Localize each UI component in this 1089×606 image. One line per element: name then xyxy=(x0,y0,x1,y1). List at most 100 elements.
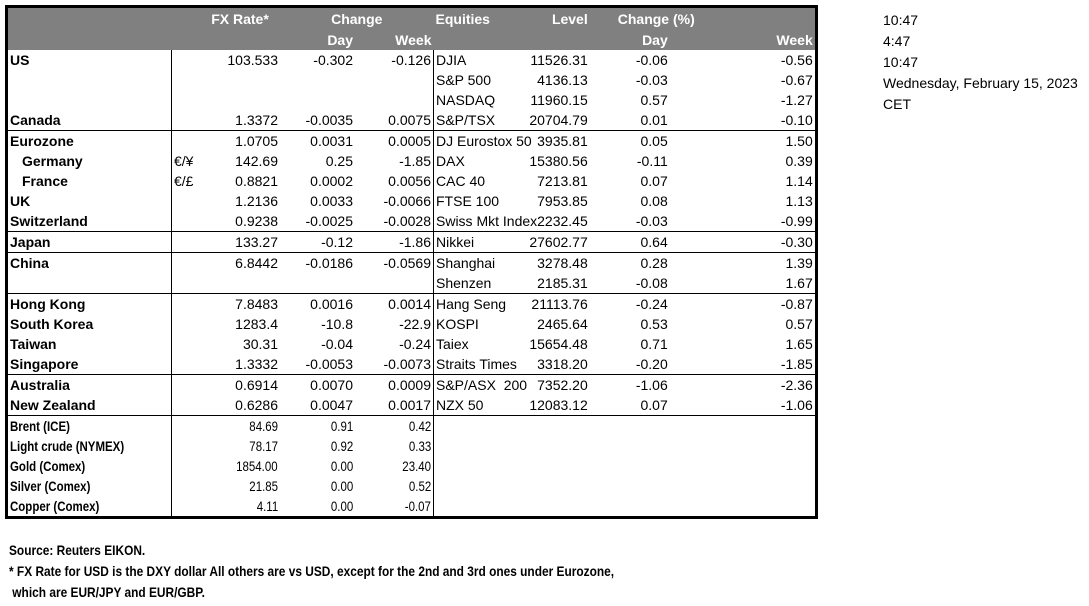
commodity-label: Brent (ICE) xyxy=(6,415,172,436)
table-row: Canada 1.3372 -0.0035 0.0075 S&P/TSX 20704.79… xyxy=(6,110,817,131)
equity-name: Swiss Mkt Index xyxy=(436,213,538,229)
equity-change-day: 0.07 xyxy=(589,395,670,416)
equity-cell: S&P/TSX 20704.79 xyxy=(433,110,590,131)
commodity-price: 84.69 xyxy=(200,416,280,437)
equity-cell: Taiex 15654.48 xyxy=(434,334,590,354)
equity-change-day: 0.08 xyxy=(640,193,668,209)
commodity-label-text: Brent (ICE) xyxy=(10,418,70,434)
commodity-row: Gold (Comex) 1854.00 0.00 23.40 xyxy=(6,456,817,476)
cross-symbol xyxy=(172,70,201,90)
fx-change-day: -0.12 xyxy=(280,231,355,253)
timestamp-panel: 10:47 4:47 10:47 Wednesday, February 15,… xyxy=(883,10,1078,115)
fx-rate: 0.6286 xyxy=(200,395,280,416)
fx-change-day: 0.0031 xyxy=(310,133,353,149)
header-row-1: FX Rate* Change Equities Level Change (%) xyxy=(6,6,817,29)
table-row: France €/£ 0.8821 0.0002 0.0056 CAC 40 7213.81… xyxy=(6,171,817,191)
empty-cell xyxy=(172,436,201,456)
time-3: 10:47 xyxy=(883,54,919,70)
cross-symbol xyxy=(172,90,201,110)
country-label: South Korea xyxy=(6,314,172,334)
table-row: Australia 0.6914 0.0070 0.0009 S&P/ASX 200 73… xyxy=(6,374,817,395)
equity-name: Shenzen xyxy=(436,275,492,291)
fx-rate: 1.3332 xyxy=(200,354,280,375)
equity-name: S&P 500 xyxy=(436,72,492,88)
fx-rate: 1.0705 xyxy=(235,133,278,149)
equity-change-week: -2.36 xyxy=(780,377,813,393)
equity-change-week: -0.67 xyxy=(780,72,813,88)
fx-rate: 1283.4 xyxy=(235,316,278,332)
source-note: Source: Reuters EIKON. xyxy=(9,542,146,558)
header-row-2: Day Week Day Week xyxy=(6,29,817,50)
equity-cell: NASDAQ 11960.15 xyxy=(434,90,590,110)
equity-change-day: 0.07 xyxy=(640,173,668,189)
equity-cell: Straits Times 3318.20 xyxy=(433,354,590,375)
equity-level: 2465.64 xyxy=(537,316,588,332)
fx-rate: 133.27 xyxy=(200,231,280,253)
commodity-change-day-text: 0.92 xyxy=(330,438,353,454)
country-label: Hong Kong xyxy=(6,293,172,314)
commodity-row: Brent (ICE) 84.69 0.91 0.42 xyxy=(6,415,817,437)
fx-change-day: 0.0033 xyxy=(310,193,353,209)
commodity-row: Light crude (NYMEX) 78.17 0.92 0.33 xyxy=(6,436,817,456)
equity-cell: DJ Eurostox 50 3935.81 xyxy=(434,131,590,152)
equity-name: Nikkei xyxy=(436,234,475,250)
empty-cell xyxy=(172,496,201,518)
cross-symbol xyxy=(172,253,201,274)
commodity-label: Light crude (NYMEX) xyxy=(6,436,172,456)
fx-change-day: -10.8 xyxy=(321,316,353,332)
equity-change-week: -0.87 xyxy=(780,296,813,312)
commodity-change-week: -0.07 xyxy=(355,496,434,518)
commodity-change-week: 0.42 xyxy=(355,415,434,436)
equity-cell: Swiss Mkt Index 2232.45 xyxy=(433,211,590,232)
cross-symbol xyxy=(172,314,201,334)
fx-change-day: -0.0053 xyxy=(280,354,355,375)
equity-change-week: -1.85 xyxy=(669,354,817,375)
equity-change-day: 0.57 xyxy=(640,92,668,108)
commodity-change-week-text: 0.52 xyxy=(408,478,431,494)
equity-change-day: -0.11 xyxy=(636,153,668,169)
commodity-price: 1854.00 xyxy=(200,456,280,476)
empty-cell xyxy=(434,436,817,456)
equity-name: Straits Times xyxy=(436,356,517,372)
equity-level: 7953.85 xyxy=(537,193,588,209)
fx-change-day: -0.302 xyxy=(313,52,353,68)
fx-change-day: 0.25 xyxy=(325,153,353,169)
country-label xyxy=(6,273,172,294)
table-row: Shenzen 2185.31 -0.08 1.67 xyxy=(6,273,817,294)
footnote-line-1: * FX Rate for USD is the DXY dollar All … xyxy=(9,563,615,579)
equity-name: Hang Seng xyxy=(436,296,507,312)
fx-change-day xyxy=(280,273,355,294)
equity-cell: NZX 50 12083.12 xyxy=(433,395,590,416)
commodity-change-week: 0.52 xyxy=(355,476,434,496)
commodity-label: Silver (Comex) xyxy=(6,476,172,496)
equity-name: DJIA xyxy=(436,52,467,68)
equity-level: 3935.81 xyxy=(537,133,588,149)
equity-change-day: -0.06 xyxy=(635,52,668,68)
equity-change-week: -0.99 xyxy=(669,211,817,232)
country-label: China xyxy=(6,252,172,273)
empty-cell xyxy=(434,416,817,437)
equity-cell: S&P 500 4136.13 xyxy=(434,70,590,90)
equity-name: Shanghai xyxy=(436,255,496,271)
table-row: Singapore 1.3332 -0.0053 -0.0073 Straits Tim… xyxy=(6,354,817,375)
fx-rate xyxy=(200,273,280,294)
commodity-label-text: Gold (Comex) xyxy=(10,458,86,474)
header-change: Change xyxy=(280,6,434,29)
header-eq-week: Week xyxy=(669,29,817,50)
commodity-label: Copper (Comex) xyxy=(6,496,172,518)
cross-symbol xyxy=(172,334,201,354)
fx-rate: 7.8483 xyxy=(235,296,278,312)
equity-change-week: 0.57 xyxy=(785,316,813,332)
fx-change-day: -0.0025 xyxy=(280,211,355,232)
equity-level: 11526.31 xyxy=(530,52,588,68)
header-eq-day: Day xyxy=(589,29,670,50)
fx-change-week: 0.0075 xyxy=(355,110,434,131)
equity-level: 7352.20 xyxy=(537,377,588,393)
time-2: 4:47 xyxy=(883,33,911,49)
equity-level: 4136.13 xyxy=(537,72,588,88)
commodity-change-day: 0.00 xyxy=(280,456,355,476)
country-label: France xyxy=(6,171,172,191)
empty-cell xyxy=(172,476,201,496)
cross-symbol xyxy=(171,354,200,375)
fx-rate: 0.9238 xyxy=(200,211,280,232)
